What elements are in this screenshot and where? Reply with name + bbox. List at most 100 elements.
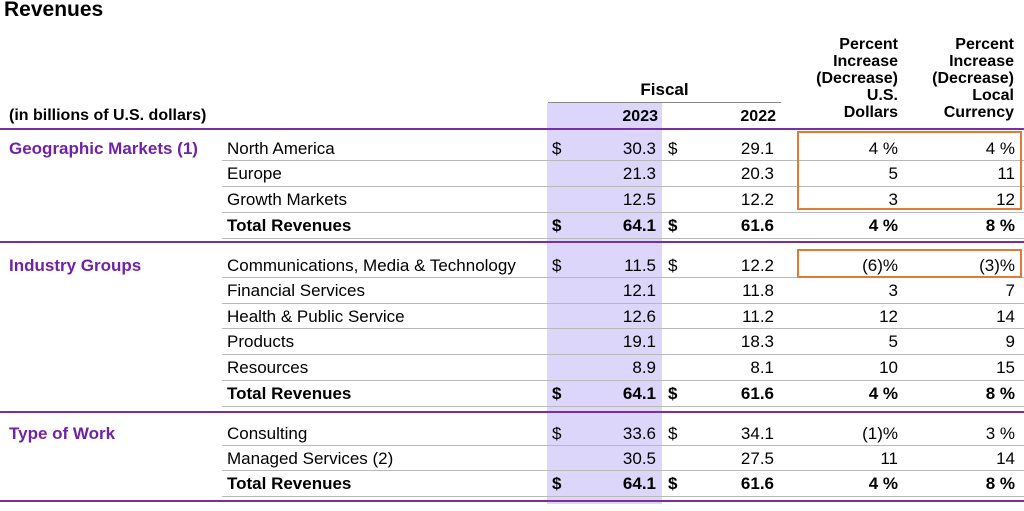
total-row: Total Revenues $64.1 $61.6 4 % 8 % xyxy=(0,381,1024,406)
row-label: Total Revenues xyxy=(227,216,352,235)
value-2023: 30.5 xyxy=(622,449,656,468)
row-rule xyxy=(222,186,1024,187)
percent-usd: 3 xyxy=(888,190,898,209)
percent-local: 15 xyxy=(996,358,1015,377)
currency-2022: $ xyxy=(668,384,678,403)
value-2022: 8.1 xyxy=(750,358,774,377)
value-2022: 20.3 xyxy=(740,164,774,183)
currency-2022: $ xyxy=(668,256,678,275)
local-header-line: Percent xyxy=(955,36,1014,53)
callout-box-geographic xyxy=(797,131,1022,210)
value-2022: 12.2 xyxy=(740,256,774,275)
table-row: Products 19.1 18.3 5 9 xyxy=(0,329,1024,354)
value-2022: 11.8 xyxy=(742,281,774,300)
local-header-line: Local xyxy=(972,87,1014,104)
currency-2023: $ xyxy=(552,216,562,235)
percent-usd: (1)% xyxy=(862,424,898,443)
percent-local: 11 xyxy=(997,164,1015,183)
currency-2023: $ xyxy=(552,474,562,493)
percent-usd: 4 % xyxy=(868,384,898,403)
value-2023: 19.1 xyxy=(622,332,656,351)
row-label: Total Revenues xyxy=(227,474,352,493)
usd-header-line: Percent xyxy=(839,36,898,53)
value-2023: 30.3 xyxy=(622,139,656,158)
usd-header-line: Dollars xyxy=(843,104,898,121)
row-rule xyxy=(222,277,1024,278)
currency-2023: $ xyxy=(552,256,562,275)
table-row: Type of Work Consulting $33.6 $34.1 (1)% 3 % xyxy=(0,421,1024,446)
row-rule xyxy=(222,354,1024,355)
local-header-line: Currency xyxy=(943,104,1014,121)
row-label: Communications, Media & Technology xyxy=(227,256,516,275)
currency-2022: $ xyxy=(668,216,678,235)
row-rule xyxy=(222,238,1024,239)
percent-usd-header: Percent Increase (Decrease) U.S. Dollars xyxy=(790,36,898,121)
callout-box-cmt xyxy=(797,249,1022,278)
currency-2022: $ xyxy=(668,424,678,443)
percent-local: 12 xyxy=(996,190,1015,209)
table-row: Managed Services (2) 30.5 27.5 11 14 xyxy=(0,446,1024,471)
table-row: Industry Groups Communications, Media & T… xyxy=(0,253,1024,278)
value-2023: 33.6 xyxy=(622,424,656,443)
usd-header-line: Increase xyxy=(833,53,898,70)
row-rule xyxy=(222,445,1024,446)
percent-local-header: Percent Increase (Decrease) Local Curren… xyxy=(905,36,1014,121)
table-row: Financial Services 12.1 11.8 3 7 xyxy=(0,278,1024,303)
row-label: Financial Services xyxy=(227,281,365,300)
percent-local: (3)% xyxy=(979,256,1015,275)
row-label: Resources xyxy=(227,358,309,377)
percent-local: 3 % xyxy=(985,424,1015,443)
table-row: Europe 21.3 20.3 5 11 xyxy=(0,161,1024,186)
value-2023: 64.1 xyxy=(622,384,656,403)
row-label: Consulting xyxy=(227,424,308,443)
percent-local: 9 xyxy=(1005,332,1015,351)
page-title: Revenues xyxy=(4,0,104,21)
year-2022-header: 2022 xyxy=(740,108,776,125)
value-2022: 12.2 xyxy=(740,190,774,209)
row-rule xyxy=(222,470,1024,471)
value-2022: 61.6 xyxy=(740,474,774,493)
percent-usd: (6)% xyxy=(862,256,898,275)
percent-usd: 5 xyxy=(888,332,898,351)
table-row: Geographic Markets (1) North America $30.3… xyxy=(0,136,1024,161)
section-heading: Type of Work xyxy=(9,424,116,443)
table-row: Health & Public Service 12.6 11.2 12 14 xyxy=(0,304,1024,329)
percent-usd: 4 % xyxy=(868,216,898,235)
value-2023: 12.6 xyxy=(622,307,656,326)
value-2023: 64.1 xyxy=(622,474,656,493)
percent-local: 8 % xyxy=(985,384,1015,403)
local-header-line: (Decrease) xyxy=(932,70,1014,87)
currency-2022: $ xyxy=(668,474,678,493)
value-2022: 61.6 xyxy=(740,384,774,403)
table-row: Growth Markets 12.5 12.2 3 12 xyxy=(0,187,1024,212)
units-label: (in billions of U.S. dollars) xyxy=(9,107,207,124)
value-2023: 21.3 xyxy=(622,164,656,183)
fiscal-header: Fiscal xyxy=(640,80,689,99)
value-2022: 11.2 xyxy=(742,307,774,326)
local-header-line: Increase xyxy=(949,53,1014,70)
value-2022: 27.5 xyxy=(740,449,774,468)
row-label: Managed Services (2) xyxy=(227,449,394,468)
total-row: Total Revenues $64.1 $61.6 4 % 8 % xyxy=(0,213,1024,238)
year-2023-header: 2023 xyxy=(622,108,658,125)
percent-usd: 10 xyxy=(879,358,898,377)
value-2023: 12.1 xyxy=(622,281,656,300)
percent-local: 8 % xyxy=(985,474,1015,493)
percent-usd: 4 % xyxy=(868,474,898,493)
percent-usd: 11 xyxy=(880,449,898,468)
row-label: Europe xyxy=(227,164,282,183)
currency-2023: $ xyxy=(552,139,562,158)
row-rule xyxy=(222,380,1024,381)
value-2023: 64.1 xyxy=(622,216,656,235)
row-rule xyxy=(222,160,1024,161)
value-2022: 34.1 xyxy=(740,424,774,443)
value-2023: 12.5 xyxy=(622,190,656,209)
usd-header-line: (Decrease) xyxy=(816,70,898,87)
row-label: Total Revenues xyxy=(227,384,352,403)
percent-usd: 12 xyxy=(879,307,898,326)
percent-local: 8 % xyxy=(985,216,1015,235)
currency-2023: $ xyxy=(552,384,562,403)
section-rule xyxy=(0,500,1024,502)
percent-local: 4 % xyxy=(985,139,1015,158)
row-label: Products xyxy=(227,332,295,351)
